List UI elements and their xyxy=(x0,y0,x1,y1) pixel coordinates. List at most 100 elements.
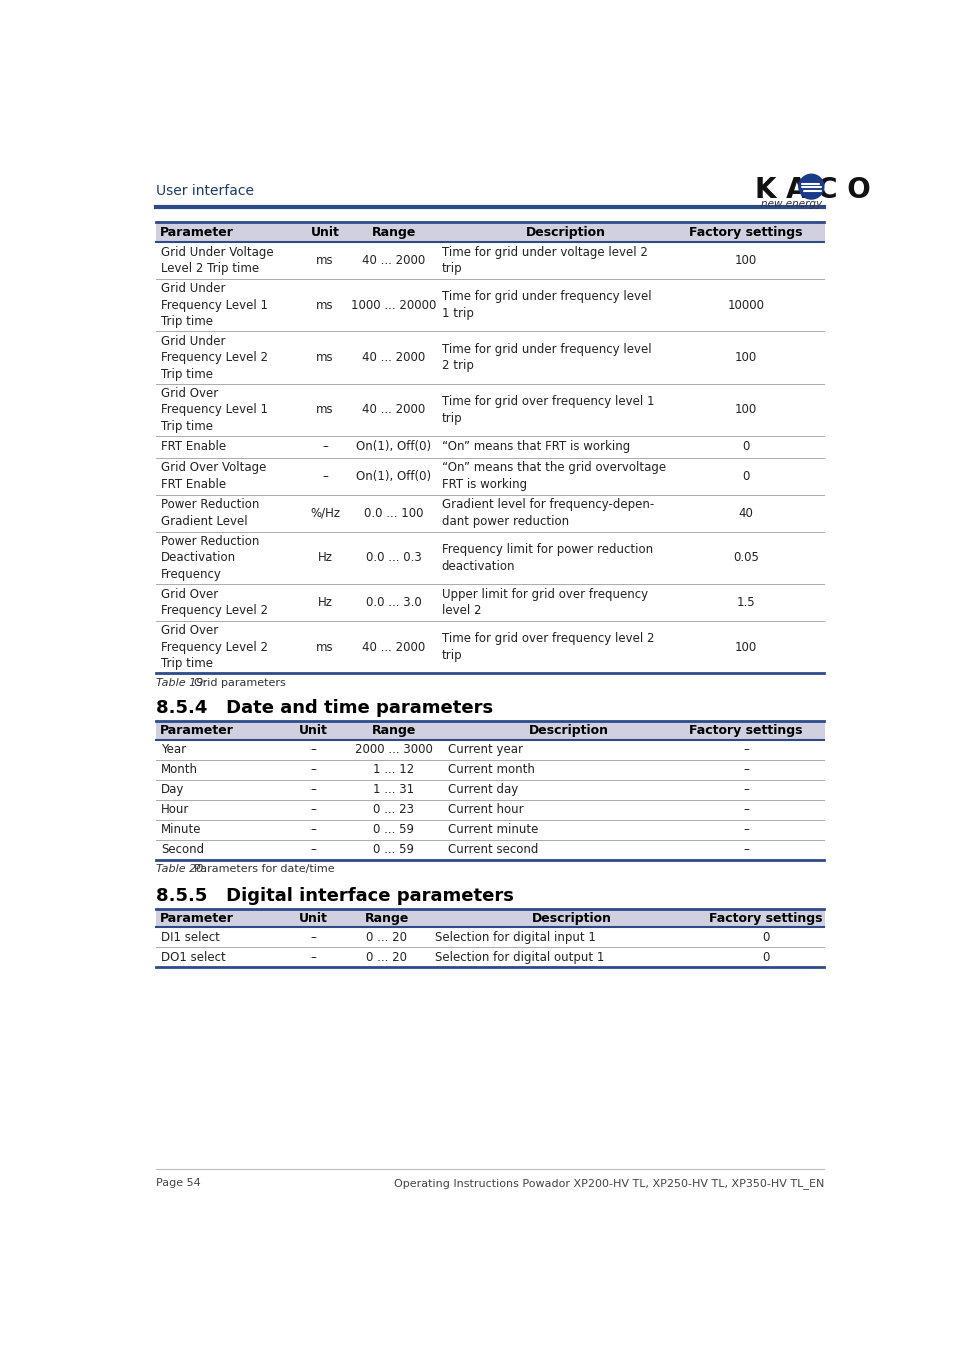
Text: Current second: Current second xyxy=(448,844,538,856)
Text: 0: 0 xyxy=(761,931,769,944)
Bar xyxy=(156,585,823,621)
Text: 40: 40 xyxy=(738,506,753,520)
Ellipse shape xyxy=(798,174,823,200)
Text: Day: Day xyxy=(161,783,184,796)
Bar xyxy=(156,740,823,760)
Text: –: – xyxy=(310,743,316,756)
Text: –: – xyxy=(742,824,748,836)
Bar xyxy=(156,436,823,458)
Text: –: – xyxy=(310,844,316,856)
Text: Time for grid under frequency level
1 trip: Time for grid under frequency level 1 tr… xyxy=(441,290,651,320)
Text: Time for grid over frequency level 1
trip: Time for grid over frequency level 1 tri… xyxy=(441,396,654,425)
Text: Parameter: Parameter xyxy=(160,225,233,239)
Text: Selection for digital input 1: Selection for digital input 1 xyxy=(435,931,596,944)
Text: 0: 0 xyxy=(761,950,769,964)
Text: Range: Range xyxy=(364,911,409,925)
Text: Factory settings: Factory settings xyxy=(688,225,801,239)
Text: –: – xyxy=(310,824,316,836)
Text: Current month: Current month xyxy=(448,763,535,776)
Text: 40 ... 2000: 40 ... 2000 xyxy=(361,351,425,364)
Text: 0 ... 23: 0 ... 23 xyxy=(373,803,414,815)
Text: –: – xyxy=(310,783,316,796)
Text: Table 20:: Table 20: xyxy=(156,864,208,875)
Text: Hz: Hz xyxy=(317,551,333,564)
Text: Power Reduction
Gradient Level: Power Reduction Gradient Level xyxy=(161,498,259,528)
Text: Unit: Unit xyxy=(311,225,339,239)
Text: Page 54: Page 54 xyxy=(156,1179,201,1188)
Text: “On” means that FRT is working: “On” means that FRT is working xyxy=(441,440,629,454)
Text: Hz: Hz xyxy=(317,595,333,609)
Text: Current year: Current year xyxy=(448,743,523,756)
Text: Selection for digital output 1: Selection for digital output 1 xyxy=(435,950,604,964)
Text: Current minute: Current minute xyxy=(448,824,538,836)
Text: –: – xyxy=(742,844,748,856)
Text: ms: ms xyxy=(316,641,334,653)
Text: 0.0 ... 3.0: 0.0 ... 3.0 xyxy=(365,595,421,609)
Text: Grid Under Voltage
Level 2 Trip time: Grid Under Voltage Level 2 Trip time xyxy=(161,246,274,275)
Text: 100: 100 xyxy=(734,351,757,364)
Text: 1 ... 31: 1 ... 31 xyxy=(373,783,414,796)
Text: Frequency limit for power reduction
deactivation: Frequency limit for power reduction deac… xyxy=(441,543,652,572)
Text: 0 ... 20: 0 ... 20 xyxy=(366,931,407,944)
Text: 2000 ... 3000: 2000 ... 3000 xyxy=(355,743,432,756)
Bar xyxy=(156,927,823,948)
Text: %/Hz: %/Hz xyxy=(310,506,340,520)
Text: On(1), Off(0): On(1), Off(0) xyxy=(355,440,431,454)
Text: Unit: Unit xyxy=(298,911,328,925)
Text: 8.5.4   Date and time parameters: 8.5.4 Date and time parameters xyxy=(156,699,493,717)
Bar xyxy=(156,779,823,799)
Text: 0 ... 59: 0 ... 59 xyxy=(373,824,414,836)
Text: –: – xyxy=(322,470,328,483)
Text: Month: Month xyxy=(161,763,198,776)
Text: 0: 0 xyxy=(741,440,749,454)
Text: 100: 100 xyxy=(734,254,757,267)
Text: –: – xyxy=(310,803,316,815)
Text: Power Reduction
Deactivation
Frequency: Power Reduction Deactivation Frequency xyxy=(161,535,259,580)
Bar xyxy=(156,279,823,331)
Text: 0.0 ... 100: 0.0 ... 100 xyxy=(363,506,423,520)
Bar xyxy=(156,909,823,927)
Text: Time for grid under frequency level
2 trip: Time for grid under frequency level 2 tr… xyxy=(441,343,651,373)
Text: Current day: Current day xyxy=(448,783,518,796)
Bar xyxy=(156,840,823,860)
Text: 0.0 ... 0.3: 0.0 ... 0.3 xyxy=(365,551,421,564)
Text: ms: ms xyxy=(316,254,334,267)
Text: –: – xyxy=(742,743,748,756)
Text: On(1), Off(0): On(1), Off(0) xyxy=(355,470,431,483)
Bar xyxy=(156,819,823,840)
Text: –: – xyxy=(742,803,748,815)
Text: ms: ms xyxy=(316,404,334,416)
Text: 0 ... 59: 0 ... 59 xyxy=(373,844,414,856)
Text: Parameter: Parameter xyxy=(160,911,233,925)
Text: Table 19:: Table 19: xyxy=(156,678,208,688)
Text: Unit: Unit xyxy=(298,724,328,737)
Text: 0 ... 20: 0 ... 20 xyxy=(366,950,407,964)
Bar xyxy=(156,760,823,779)
Text: Grid Over
Frequency Level 1
Trip time: Grid Over Frequency Level 1 Trip time xyxy=(161,387,268,433)
Text: Second: Second xyxy=(161,844,204,856)
Text: new energy.: new energy. xyxy=(760,198,823,209)
Text: Upper limit for grid over frequency
level 2: Upper limit for grid over frequency leve… xyxy=(441,587,647,617)
Bar xyxy=(156,799,823,819)
Text: Grid Over Voltage
FRT Enable: Grid Over Voltage FRT Enable xyxy=(161,462,266,491)
Text: Minute: Minute xyxy=(161,824,201,836)
Text: Current hour: Current hour xyxy=(448,803,523,815)
Text: DI1 select: DI1 select xyxy=(161,931,220,944)
Text: 100: 100 xyxy=(734,641,757,653)
Text: Grid Over
Frequency Level 2: Grid Over Frequency Level 2 xyxy=(161,587,268,617)
Text: Time for grid over frequency level 2
trip: Time for grid over frequency level 2 tri… xyxy=(441,632,654,662)
Text: Parameters for date/time: Parameters for date/time xyxy=(193,864,334,875)
Bar xyxy=(156,494,823,532)
Text: Grid Under
Frequency Level 2
Trip time: Grid Under Frequency Level 2 Trip time xyxy=(161,335,268,381)
Text: ms: ms xyxy=(316,298,334,312)
Text: 40 ... 2000: 40 ... 2000 xyxy=(361,254,425,267)
Text: “On” means that the grid overvoltage
FRT is working: “On” means that the grid overvoltage FRT… xyxy=(441,462,665,491)
Text: FRT Enable: FRT Enable xyxy=(161,440,226,454)
Text: Time for grid under voltage level 2
trip: Time for grid under voltage level 2 trip xyxy=(441,246,647,275)
Text: 0.05: 0.05 xyxy=(732,551,759,564)
Text: –: – xyxy=(310,950,316,964)
Text: 10000: 10000 xyxy=(727,298,763,312)
Text: K A C O: K A C O xyxy=(754,176,869,204)
Text: 1 ... 12: 1 ... 12 xyxy=(373,763,414,776)
Text: Hour: Hour xyxy=(161,803,190,815)
